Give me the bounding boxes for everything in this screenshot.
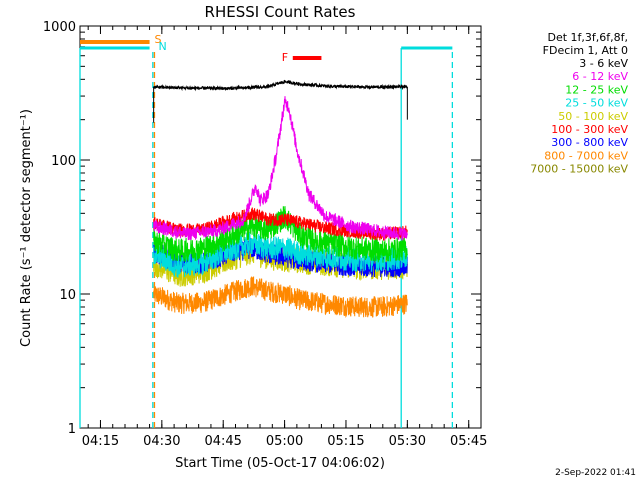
series-100-300-kev — [153, 207, 408, 241]
x-tick-label: 04:30 — [143, 434, 180, 449]
series-12-25-kev — [153, 206, 408, 263]
series-6-12-kev — [153, 96, 408, 241]
legend-entry: 12 - 25 keV — [565, 83, 628, 96]
annotation-s: S — [155, 33, 162, 46]
annotation-n: N — [159, 40, 167, 53]
legend-entry: 25 - 50 keV — [565, 97, 628, 110]
series-800-7000-kev — [153, 276, 408, 319]
y-tick-label: 1000 — [43, 20, 76, 35]
y-tick-label: 10 — [59, 288, 76, 303]
x-tick-label: 04:45 — [204, 434, 241, 449]
legend-entry: 300 - 800 keV — [551, 136, 628, 149]
legend-entry: 100 - 300 keV — [551, 123, 628, 136]
series-3-6-kev — [153, 79, 408, 92]
legend-entry: 6 - 12 keV — [572, 70, 628, 83]
y-tick-label: 100 — [51, 154, 76, 169]
x-tick-label: 05:00 — [266, 434, 303, 449]
legend-header: FDecim 1, Att 0 — [543, 44, 628, 57]
x-tick-label: 04:15 — [82, 434, 119, 449]
annotation-f: F — [282, 51, 288, 64]
x-tick-label: 05:15 — [327, 434, 364, 449]
y-tick-label: 1 — [68, 422, 76, 437]
footer-timestamp: 2-Sep-2022 01:41 — [555, 468, 636, 478]
legend-header: Det 1f,3f,6f,8f, — [547, 31, 628, 44]
x-tick-label: 05:30 — [389, 434, 426, 449]
series-layer — [153, 79, 408, 319]
legend: Det 1f,3f,6f,8f,FDecim 1, Att 03 - 6 keV… — [530, 31, 628, 176]
y-axis-label: Count Rate (s⁻¹ detector segment⁻¹) — [19, 109, 34, 347]
legend-entry: 800 - 7000 keV — [544, 149, 628, 162]
x-tick-label: 05:45 — [450, 434, 487, 449]
legend-entry: 50 - 100 keV — [558, 110, 628, 123]
legend-entry: 7000 - 15000 keV — [530, 163, 628, 176]
x-axis-label: Start Time (05-Oct-17 04:06:02) — [175, 456, 385, 471]
axis-ticks: 04:15 04:30 04:45 05:00 05:15 05:30 05:45 1 10 10… — [43, 20, 488, 449]
chart-title: RHESSI Count Rates — [205, 3, 356, 21]
legend-entry: 3 - 6 keV — [579, 57, 628, 70]
